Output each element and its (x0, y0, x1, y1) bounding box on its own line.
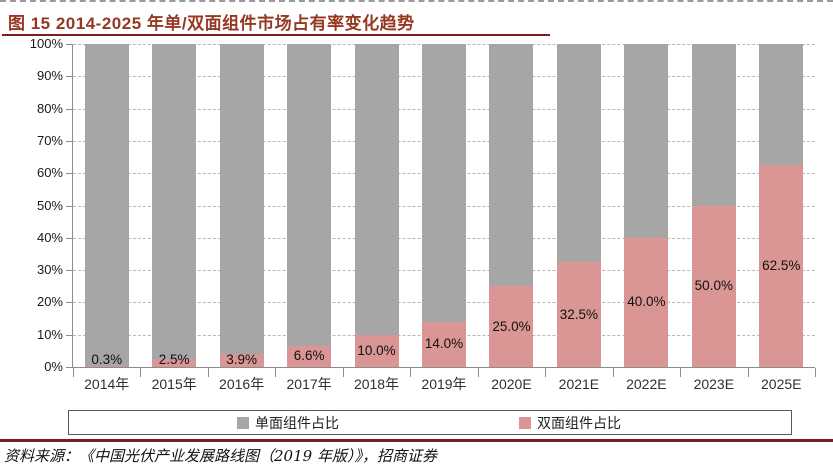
y-axis-tick (66, 44, 73, 45)
bar-value-label: 25.0% (492, 318, 531, 334)
bar-value-label: 3.9% (226, 352, 258, 367)
bar-segment-bifacial (489, 286, 534, 367)
separator-rule (0, 439, 833, 442)
y-axis-tick (66, 140, 73, 142)
x-axis-label: 2014年 (84, 376, 130, 392)
x-axis-tick (73, 368, 74, 377)
legend-box: 单面组件占比 双面组件占比 (68, 410, 792, 435)
x-axis-label: 2025E (761, 376, 802, 392)
bar-segment-single (759, 44, 804, 166)
plot-area: 0% 10% 20% 30% 40% 50% 60% 70% 80% 90% 100% 0.3% 201… (30, 36, 816, 392)
x-axis-tick (747, 368, 749, 377)
y-axis-label: 60% (36, 165, 63, 181)
x-axis-tick (612, 368, 614, 377)
legend-label-bifacial: 双面组件占比 (537, 414, 621, 431)
y-axis-tick (66, 108, 73, 110)
bar-segment-single (556, 44, 601, 263)
bar-segment-bifacial (84, 366, 129, 367)
bar-segment-single (84, 44, 129, 367)
x-axis-label: 2017年 (286, 376, 332, 392)
bar-segment-single (354, 44, 399, 335)
y-axis-label: 80% (36, 100, 63, 116)
y-axis-tick (66, 334, 73, 336)
legend-swatch-bifacial-icon (519, 416, 531, 429)
bar-segment-single (691, 44, 736, 206)
bar-segment-single (422, 44, 466, 322)
bar-segment-single (152, 44, 197, 359)
bar-value-label: 2.5% (158, 352, 190, 367)
bar-value-label: 40.0% (627, 294, 666, 310)
bar-segment-single (624, 44, 669, 238)
x-axis-label: 2019年 (421, 376, 467, 392)
source-text: 资料来源：《中国光伏产业发展路线图（2019 年版）》，招商证券 (4, 447, 437, 465)
figure-title: 图 15 2014-2025 年单/双面组件市场占有率变化趋势 (8, 14, 415, 33)
legend-swatch-single-icon (237, 416, 249, 429)
x-axis-tick (477, 368, 479, 377)
x-axis-tick (680, 368, 682, 377)
y-axis-label: 0% (44, 359, 63, 374)
y-axis-tick (66, 76, 73, 78)
bar-value-label: 50.0% (694, 278, 733, 294)
y-axis-label: 90% (36, 68, 63, 84)
x-axis-tick (545, 368, 547, 377)
bar-segment-bifacial (354, 334, 399, 367)
x-axis-label: 2022E (626, 376, 667, 392)
bar-segment-bifacial (624, 237, 669, 367)
y-axis-label: 50% (36, 197, 63, 213)
y-axis-label: 40% (36, 229, 63, 245)
bar-segment-bifacial (759, 165, 804, 367)
bar-value-label: 10.0% (357, 342, 396, 358)
x-axis-label: 2021E (558, 376, 600, 392)
title-underline (2, 34, 550, 36)
y-axis-label: 100% (29, 36, 63, 51)
y-axis-tick (66, 173, 73, 175)
bar-segment-single (489, 44, 534, 287)
x-axis-tick (140, 368, 142, 377)
x-axis-tick (410, 368, 412, 377)
y-axis-tick (66, 270, 73, 272)
legend-item-single: 单面组件占比 (237, 411, 339, 434)
bar-segment-single (287, 44, 332, 346)
bar-segment-bifacial (219, 354, 264, 367)
y-axis-tick (66, 237, 73, 239)
x-axis-label: 2015年 (151, 376, 197, 392)
legend-label-single: 单面组件占比 (255, 414, 339, 431)
y-axis-tick (66, 367, 73, 368)
bar-segment-single (219, 44, 264, 355)
bar-segment-bifacial (556, 262, 601, 367)
bar-segment-bifacial (691, 205, 736, 367)
x-axis-label: 2023E (693, 376, 735, 392)
bar-segment-bifacial (152, 358, 197, 367)
bar-value-label: 14.0% (424, 336, 464, 352)
y-axis-label: 30% (36, 262, 63, 278)
bar-value-label: 32.5% (559, 306, 599, 322)
bar-value-label: 62.5% (762, 258, 801, 274)
y-axis-label: 70% (36, 132, 63, 148)
legend-item-bifacial: 双面组件占比 (519, 411, 621, 434)
x-axis-tick (815, 368, 816, 377)
x-axis-label: 2018年 (353, 376, 400, 392)
y-axis-label: 10% (36, 326, 63, 342)
x-axis-tick (275, 368, 277, 377)
y-axis-tick (66, 302, 73, 304)
y-axis-tick (66, 205, 73, 207)
bar-value-label: 0.3% (91, 352, 123, 367)
bar-value-label: 6.6% (293, 348, 325, 364)
x-axis-label: 2020E (491, 376, 532, 392)
x-axis-tick (207, 368, 209, 377)
y-axis-label: 20% (36, 294, 63, 310)
x-axis-label: 2016年 (219, 376, 265, 392)
x-axis-tick (342, 368, 344, 377)
bar-segment-bifacial (422, 321, 466, 367)
bar-segment-bifacial (287, 345, 332, 367)
